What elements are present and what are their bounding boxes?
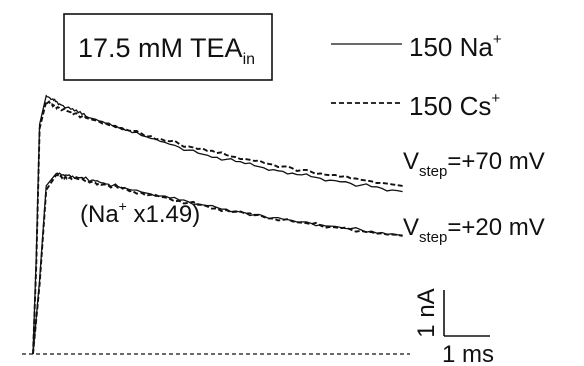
scale-bar: 1 nA 1 ms [413,288,494,366]
trace-label-20: Vstep=+20 mV [403,214,545,246]
scale-bar-y-label: 1 nA [413,288,440,337]
trace-label-70: Vstep=+70 mV [403,148,545,180]
scaling-note: (Na+ x1.49) [80,198,200,228]
box-label: 17.5 mM TEAin [78,33,255,68]
traces [32,94,403,355]
legend-label-cs: 150 Cs+ [409,90,500,121]
legend-label-na: 150 Na+ [409,31,502,62]
trace-4-dashed [32,174,403,355]
scale-bar-x-label: 1 ms [442,341,494,366]
trace-2-dashed [32,98,403,355]
label-box [63,13,273,81]
